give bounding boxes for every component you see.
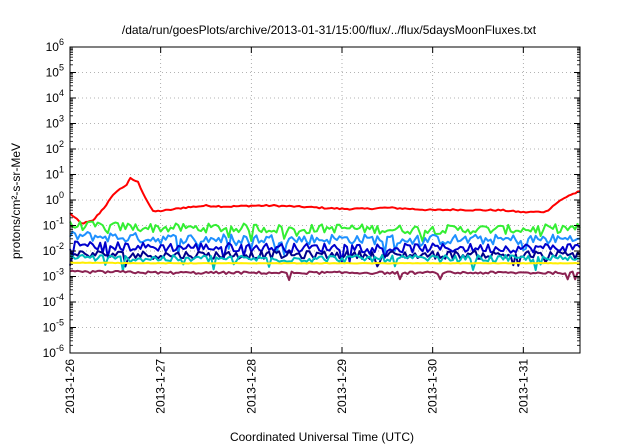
x-tick-label: 2013-1-28: [244, 359, 258, 414]
axes-group: [69, 46, 581, 354]
series-line: [69, 269, 581, 282]
series-group: [69, 176, 581, 282]
series-line: [69, 176, 581, 225]
series-line: [69, 220, 581, 243]
grid-lines: [70, 47, 580, 353]
series-line: [69, 261, 581, 265]
x-tick-labels: 2013-1-26 2013-1-27 2013-1-28 2013-1-29 2013…: [63, 359, 530, 414]
x-tick-label: 2013-1-30: [426, 359, 440, 414]
series-line: [69, 240, 581, 263]
series-line: [69, 230, 580, 256]
y-axis-label: protons/cm²-s-sr-MeV: [9, 143, 23, 259]
x-axis-label: Coordinated Universal Time (UTC): [230, 430, 414, 444]
x-tick-label: 2013-1-26: [63, 359, 77, 414]
x-tick-label: 2013-1-27: [154, 359, 168, 414]
plot-frame: [69, 46, 581, 354]
x-tick-label: 2013-1-31: [516, 359, 530, 414]
series-line: [69, 254, 581, 272]
x-tick-label: 2013-1-29: [335, 359, 349, 414]
chart-title: /data/run/goesPlots/archive/2013-01-31/1…: [122, 23, 537, 37]
